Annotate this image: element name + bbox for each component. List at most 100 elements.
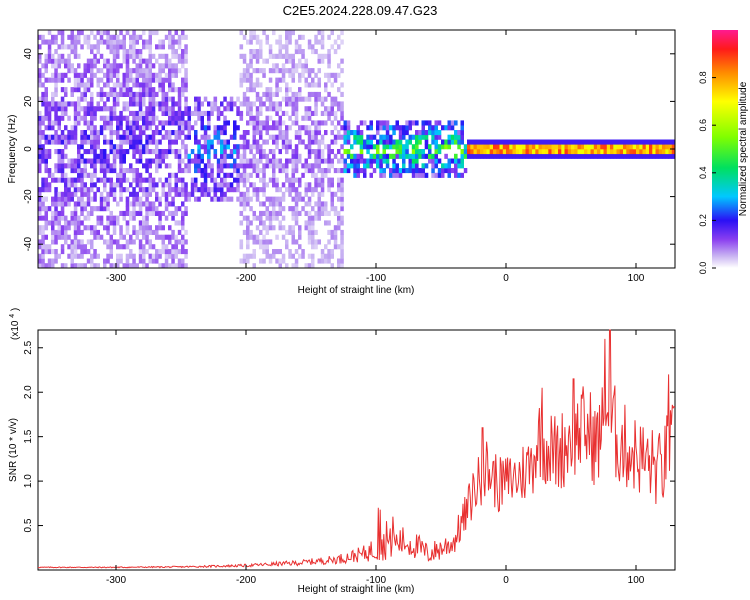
spectrogram-cell (330, 120, 334, 126)
spectrogram-cell (275, 53, 279, 59)
spectrogram-cell (70, 182, 74, 188)
spectrogram-cell (366, 149, 370, 155)
spectrogram-cell (346, 163, 351, 169)
spectrogram-cell (343, 163, 347, 169)
spectrogram-cell (125, 225, 130, 231)
spectrogram-cell (90, 120, 94, 126)
spectrogram-cell (545, 144, 549, 150)
spectrogram-cell (109, 220, 113, 226)
spectrogram-cell (337, 120, 341, 126)
snr-frame (37, 329, 676, 571)
spectrogram-cell (434, 153, 438, 159)
spectrogram-cell (275, 234, 279, 240)
spectrogram-cell (38, 187, 42, 193)
spectrogram-cell (294, 49, 299, 55)
spectrogram-cell (645, 149, 650, 155)
spectrogram-cell (116, 177, 120, 183)
spectrogram-cell (291, 172, 295, 178)
spectrogram-cell (249, 229, 253, 235)
spectrogram-cell (411, 134, 416, 140)
spectrogram-cell (619, 139, 624, 145)
spectrogram-cell (307, 220, 312, 226)
spectrogram-cell (171, 234, 175, 240)
spectrogram-cell (54, 130, 58, 136)
spectrogram-cell (382, 149, 386, 155)
spectrogram-cell (181, 30, 185, 36)
spectrogram-cell (249, 72, 253, 78)
spectrogram-cell (67, 177, 71, 183)
spectrogram-cell (145, 210, 149, 216)
spectrogram-cell (67, 139, 71, 145)
spectrogram-cell (41, 229, 45, 235)
spectrogram-cell (476, 153, 481, 159)
spectrogram-cell (70, 168, 74, 174)
spectrogram-cell (246, 130, 250, 136)
spectrogram-cell (77, 120, 81, 126)
spectrogram-cell (249, 163, 253, 169)
spectrogram-cell (255, 91, 260, 97)
spectrogram-cell (229, 163, 234, 169)
spectrogram-cell (64, 220, 68, 226)
spectrogram-cell (333, 125, 338, 131)
spectrogram-cell (249, 172, 253, 178)
spectrogram-cell (151, 201, 156, 207)
spectrogram-cell (632, 149, 637, 155)
spectrogram-cell (103, 263, 107, 269)
spectrogram-cell (41, 134, 45, 140)
spectrogram-cell (109, 249, 113, 255)
spectrogram-cell (44, 163, 48, 169)
spectrogram-cell (252, 215, 256, 221)
spectrogram-cell (161, 153, 165, 159)
spectrogram-cell (77, 244, 81, 250)
spectrogram-cell (197, 139, 201, 145)
spectrogram-x-axis-label: Height of straight line (km) (298, 285, 415, 296)
spectrogram-cell (93, 182, 97, 188)
spectrogram-cell (125, 210, 130, 216)
spectrogram-cell (272, 210, 276, 216)
spectrogram-cell (73, 125, 78, 131)
spectrogram-cell (272, 139, 276, 145)
spectrogram-cell (145, 234, 149, 240)
spectrogram-cell (70, 87, 74, 93)
spectrogram-cell (190, 149, 195, 155)
spectrogram-cell (112, 220, 117, 226)
spectrogram-cell (314, 120, 318, 126)
spectrogram-cell (311, 68, 315, 74)
spectrogram-cell (181, 201, 185, 207)
spectrogram-cell (278, 106, 282, 112)
spectrogram-cell (285, 172, 289, 178)
spectrogram-cell (132, 58, 136, 64)
spectrogram-cell (480, 139, 484, 145)
spectrogram-cell (54, 82, 58, 88)
spectrogram-cell (109, 191, 113, 197)
spectrogram-cell (38, 34, 42, 40)
spectrogram-cell (181, 215, 185, 221)
spectrogram-cell (525, 144, 529, 150)
spectrogram-cell (60, 229, 65, 235)
spectrogram-cell (38, 110, 42, 116)
spectrogram-cell (265, 244, 269, 250)
spectrogram-cell (73, 130, 78, 136)
spectrogram-cell (106, 220, 110, 226)
spectrogram-cell (259, 177, 263, 183)
spectrogram-cell (161, 244, 165, 250)
spectrogram-cell (57, 253, 61, 259)
snr-y-tick-label: 0.5 (23, 518, 34, 532)
spectrogram-cell (447, 144, 451, 150)
spectrogram-cell (138, 201, 143, 207)
spectrogram-cell (220, 182, 224, 188)
spectrogram-cell (239, 53, 244, 59)
spectrogram-cell (359, 153, 364, 159)
spectrogram-cell (291, 63, 295, 69)
spectrogram-cell (333, 191, 338, 197)
spectrogram-cell (333, 168, 338, 174)
spectrogram-cell (571, 149, 575, 155)
spectrogram-cell (181, 130, 185, 136)
spectrogram-cell (337, 158, 341, 164)
spectrogram-cell (161, 96, 165, 102)
spectrogram-cell (285, 39, 289, 45)
spectrogram-cell (158, 210, 162, 216)
spectrogram-cell (249, 82, 253, 88)
spectrogram-cell (125, 101, 130, 107)
spectrogram-cell (330, 196, 334, 202)
